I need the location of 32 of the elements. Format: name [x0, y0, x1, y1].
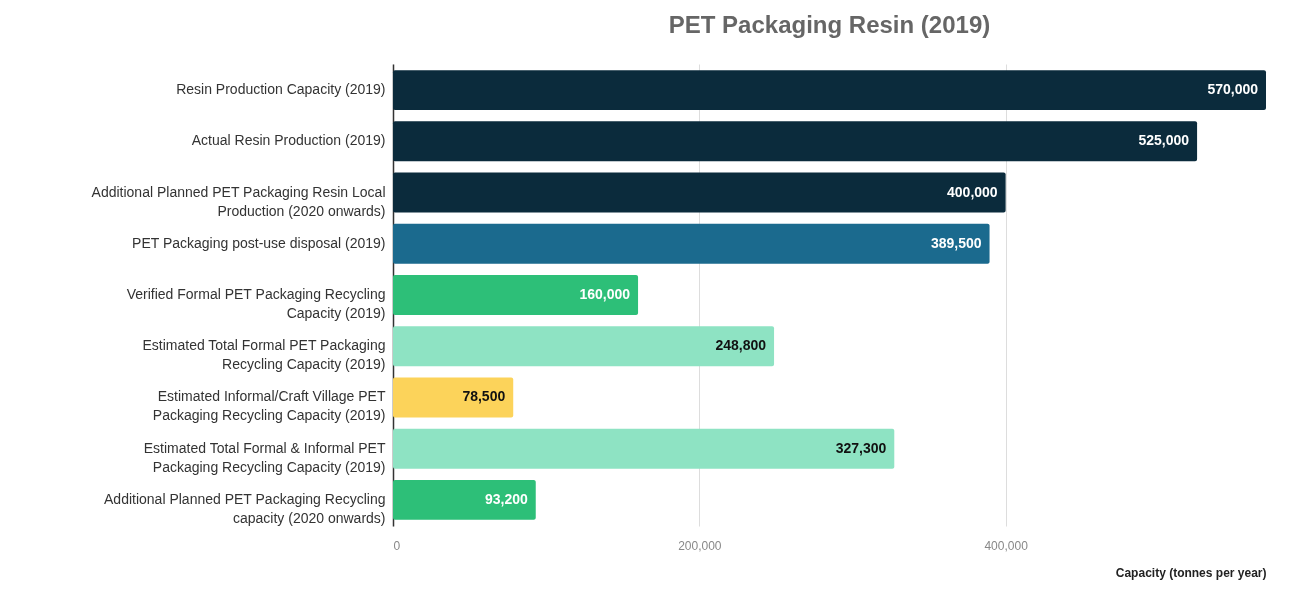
chart-title: PET Packaging Resin (2019)	[668, 11, 991, 38]
y-tick-label: Verified Formal PET Packaging Recycling Capacity (2019)	[126, 286, 386, 321]
y-tick-label: Additional Planned PET Packaging Resin Local Production (2020 onwards)	[91, 183, 386, 219]
bar	[393, 428, 895, 469]
data-label: 525,000	[1138, 132, 1190, 149]
x-tick-label: 200,000	[678, 538, 722, 553]
x-tick-label: 400,000	[984, 538, 1029, 553]
data-label: 248,800	[715, 337, 767, 354]
data-label: 327,300	[835, 439, 887, 456]
bar	[393, 70, 1266, 111]
y-tick-label: Estimated Total Formal PET Packaging Recycling Capacity (2019)	[142, 337, 386, 373]
y-tick-label: Actual Resin Production (2019)	[191, 132, 386, 149]
bar	[393, 275, 639, 315]
bar	[393, 377, 514, 418]
bar	[393, 223, 990, 264]
y-tick-label: Resin Production Capacity (2019)	[176, 81, 386, 98]
bar	[393, 326, 775, 367]
data-label: 400,000	[947, 183, 998, 200]
bar	[393, 172, 1006, 213]
y-tick-label: Estimated Informal/Craft Village PET Packaging Recycling Capacity (2019)	[152, 388, 386, 424]
data-label: 78,500	[462, 388, 506, 405]
bar	[393, 121, 1198, 162]
y-tick-label: Estimated Total Formal & Informal PET Packaging Recycling Capacity (2019)	[143, 439, 386, 475]
x-axis-title: Capacity (tonnes per year)	[1115, 565, 1267, 580]
y-tick-label: Additional Planned PET Packaging Recycling capacity (2020 onwards)	[104, 490, 386, 526]
y-tick-label: PET Packaging post-use disposal (2019)	[132, 234, 386, 251]
bar	[393, 479, 536, 520]
data-label: 160,000	[579, 286, 631, 302]
data-label: 570,000	[1207, 81, 1259, 98]
x-tick-label: 0	[393, 538, 401, 553]
data-label: 93,200	[484, 490, 528, 507]
data-label: 389,500	[930, 234, 982, 251]
